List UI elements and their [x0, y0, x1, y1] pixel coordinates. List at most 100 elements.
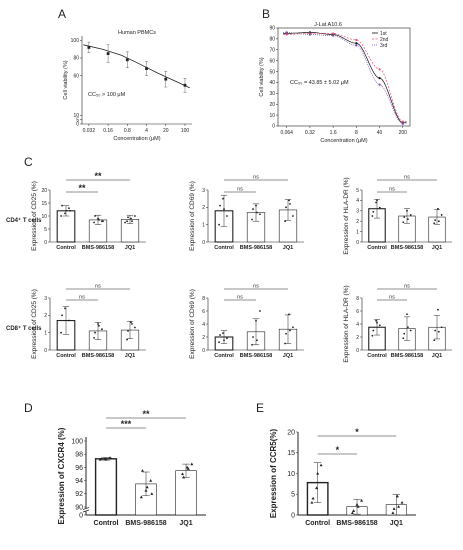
panel-letter-a: A: [58, 7, 66, 21]
x-tick-label: JQ1: [125, 245, 135, 251]
y-tick-label: 0: [291, 512, 295, 519]
y-tick-label: 20: [287, 429, 295, 436]
x-tick-label: JQ1: [390, 520, 403, 527]
y-tick-label: 30: [269, 91, 275, 97]
significance-label: ns: [95, 284, 101, 290]
data-point: [60, 215, 62, 217]
data-point: [256, 211, 258, 214]
data-point: [87, 46, 91, 49]
data-point: [256, 339, 258, 342]
y-tick-label: 92: [75, 491, 83, 498]
data-point: [61, 314, 63, 317]
series-line-2nd: [283, 33, 407, 122]
data-point: [407, 326, 409, 329]
data-point: [437, 207, 439, 210]
data-point: [376, 199, 378, 202]
x-tick-label: JQ1: [432, 353, 442, 359]
y-tick-label: 20: [41, 188, 47, 194]
y-tick-label: 10: [287, 471, 295, 478]
panel-e-ccr5: 0 5 10 15 20 Expression of CCR5(%) Control BMS-…: [269, 427, 416, 527]
data-point: [434, 219, 437, 222]
y-tick-label: 2: [202, 205, 205, 211]
data-point: [104, 457, 108, 461]
data-point: [403, 332, 406, 335]
y-tick-label: 1: [44, 330, 47, 336]
x-axis-label: Concentration (μM): [113, 136, 160, 142]
data-point: [400, 500, 404, 504]
data-point: [376, 321, 378, 324]
data-point: [226, 337, 228, 340]
y-tick-label: 4: [356, 322, 359, 328]
data-point: [68, 207, 70, 210]
data-point: [126, 220, 128, 223]
data-point: [145, 67, 148, 70]
data-point: [259, 310, 261, 312]
data-point: [406, 209, 408, 212]
y-tick-label: 0: [356, 240, 359, 246]
y-tick-label: 80: [73, 56, 79, 62]
data-point: [440, 326, 443, 329]
y-tick-label: 0: [356, 348, 359, 354]
y-tick-label: 100: [71, 38, 80, 44]
data-point: [65, 209, 67, 212]
significance-label: ***: [121, 419, 132, 429]
data-point: [106, 52, 110, 55]
data-point: [145, 485, 149, 489]
y-tick-label: 1: [202, 222, 205, 228]
data-point: [434, 329, 437, 332]
data-point: [99, 457, 103, 460]
x-tick-label: BMS-986158: [240, 245, 272, 251]
fit-curve: [83, 44, 190, 89]
y-axis-label: Expression of CD25 (%): [31, 289, 38, 359]
data-point: [141, 469, 145, 472]
panel-letter-b: B: [262, 7, 270, 21]
data-point: [97, 323, 99, 325]
data-point: [285, 206, 287, 209]
data-point-1st: [378, 76, 381, 80]
significance-label: **: [78, 183, 86, 193]
y-tick-label: 2: [356, 219, 359, 225]
bar-control: [94, 458, 118, 516]
y-tick-label: 98: [75, 452, 83, 459]
data-point: [440, 214, 443, 216]
y-tick-label: 0: [44, 240, 47, 246]
x-tick-label: Control: [94, 520, 119, 527]
data-point: [289, 202, 291, 205]
x-tick-label: 40: [377, 130, 383, 136]
x-tick-label: 0.064: [280, 130, 293, 136]
data-point: [150, 492, 154, 495]
data-point: [319, 463, 323, 467]
axis-break-gap: [83, 508, 89, 512]
chart-title: J-Lat A10.6: [314, 22, 342, 28]
data-point-3rd: [285, 31, 288, 34]
x-tick-label: JQ1: [179, 520, 192, 527]
data-point: [402, 221, 405, 224]
y-axis-label: Cell viability (%): [259, 57, 265, 96]
row-label-cd4: CD4⁺ T cells: [6, 217, 42, 224]
data-point: [407, 218, 409, 221]
cc50-annotation: CC₅₀ > 100 μM: [88, 92, 126, 98]
data-point: [356, 505, 360, 508]
significance-label: **: [142, 409, 150, 419]
legend-label: 3rd: [380, 43, 387, 49]
y-tick-label: 50: [269, 69, 275, 75]
data-point: [139, 495, 143, 499]
data-point: [183, 83, 187, 87]
data-point: [127, 330, 129, 332]
data-point: [69, 209, 71, 212]
series-line-3rd: [283, 32, 407, 125]
data-point: [222, 332, 224, 334]
data-point: [251, 343, 253, 346]
y-tick-label: 0: [272, 124, 275, 130]
y-tick-label: 40: [269, 80, 275, 86]
data-point: [251, 218, 253, 221]
significance-label: ns: [389, 295, 395, 301]
data-point: [284, 342, 286, 345]
data-point: [68, 319, 70, 322]
x-tick-label: Control: [56, 353, 76, 359]
data-point: [134, 215, 136, 217]
data-point: [395, 494, 399, 498]
x-tick-label: Control: [56, 245, 76, 251]
y-axis-label: Expression of CCR5(%): [269, 428, 278, 518]
data-point: [130, 321, 132, 324]
